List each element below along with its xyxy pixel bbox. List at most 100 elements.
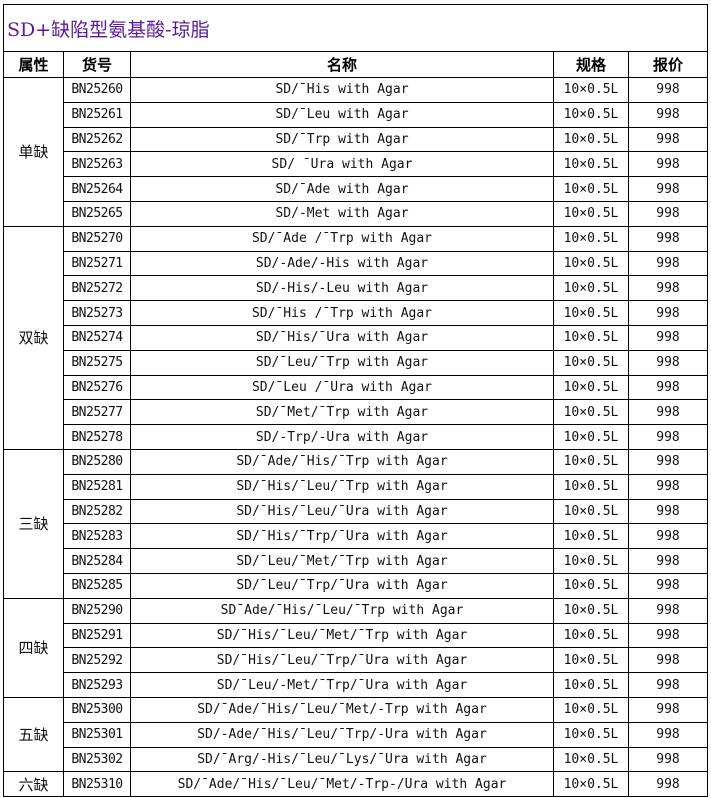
table-row: 四缺 BN25290 SDˉAde/ˉHis/ˉLeu/ˉTrp with Agar… <box>3 597 709 698</box>
price-cell: 998 <box>627 176 709 202</box>
name-cell: SD/ˉHis/ˉLeu/ˉTrp/ˉUra with Agar <box>130 647 554 674</box>
price-cell: 998 <box>627 101 709 128</box>
code-cell: BN25270 <box>63 225 131 252</box>
code-cell: BN25291 <box>63 622 131 649</box>
table-row: BN25282 SD/ˉHis/ˉLeu/ˉUra with Agar 10×0.5… <box>4 498 709 525</box>
header-price: 报价 <box>627 51 709 78</box>
price-cell: 998 <box>627 647 709 674</box>
spec-cell: 10×0.5L <box>553 597 629 624</box>
spec-cell: 10×0.5L <box>553 647 629 674</box>
price-cell: 998 <box>627 597 709 624</box>
spec-cell: 10×0.5L <box>553 200 629 227</box>
table-row: BN25285 SD/ˉLeu/ˉTrp/ˉUra with Agar 10×0.5… <box>4 572 709 599</box>
table-row: BN25261 SD/ˉLeu with Agar 10×0.5L 998 <box>4 101 709 128</box>
table-row: BN25263 SD/ ˉUra with Agar 10×0.5L 998 <box>4 151 709 178</box>
name-cell: SD/ˉMet/ˉTrp with Agar <box>130 399 554 426</box>
spec-cell: 10×0.5L <box>553 696 629 723</box>
price-table-container: SD+缺陷型氨基酸-琼脂 属性 货号 名称 规格 报价 单缺 BN25260 SD/… <box>2 4 709 798</box>
code-cell: BN25273 <box>63 300 131 326</box>
code-cell: BN25264 <box>63 176 131 202</box>
table-body: 单缺 BN25260 SD/ˉHis with Agar 10×0.5L 998 BN25… <box>3 77 709 798</box>
code-cell: BN25284 <box>63 548 131 574</box>
name-cell: SD/ˉHis /ˉTrp with Agar <box>130 300 554 326</box>
code-cell: BN25262 <box>63 126 131 153</box>
header-name: 名称 <box>130 51 554 78</box>
spec-cell: 10×0.5L <box>553 151 629 178</box>
header-spec: 规格 <box>553 51 629 78</box>
name-cell: SD/-Trp/-Ura with Agar <box>130 424 554 450</box>
price-cell: 998 <box>627 349 709 376</box>
table-row: BN25302 SD/ˉArg/-His/ˉLeu/ˉLys/ˉUra with … <box>4 746 709 773</box>
code-cell: BN25271 <box>63 250 131 277</box>
spec-cell: 10×0.5L <box>553 721 629 748</box>
table-row: 单缺 BN25260 SD/ˉHis with Agar 10×0.5L 998 <box>3 77 709 227</box>
table-row: BN25265 SD/-Met with Agar 10×0.5L 998 <box>4 200 709 227</box>
table-row: 三缺 BN25280 SD/ˉAde/ˉHis/ˉTrp with Agar 10×0… <box>3 448 709 599</box>
table-row: BN25278 SD/-Trp/-Ura with Agar 10×0.5L 998 <box>4 424 709 450</box>
price-cell: 998 <box>627 498 709 525</box>
name-cell: SD/ˉAde /ˉTrp with Agar <box>130 225 554 252</box>
name-cell: SD/ˉAde/ˉHis/ˉLeu/ˉMet/-Trp-/Ura with Ag… <box>130 771 554 798</box>
spec-cell: 10×0.5L <box>553 622 629 649</box>
name-cell: SD/ˉAde/ˉHis/ˉLeu/ˉMet/-Trp with Agar <box>130 696 554 723</box>
table-row: 双缺 BN25270 SD/ˉAde /ˉTrp with Agar 10×0.5L 9… <box>3 225 709 450</box>
price-cell: 998 <box>627 622 709 649</box>
spec-cell: 10×0.5L <box>553 548 629 574</box>
price-table: SD+缺陷型氨基酸-琼脂 属性 货号 名称 规格 报价 单缺 BN25260 SD/… <box>2 4 709 798</box>
code-cell: BN25278 <box>63 424 131 450</box>
price-cell: 998 <box>627 324 709 351</box>
code-cell: BN25281 <box>63 473 131 500</box>
category-cell: 三缺 <box>3 448 64 599</box>
spec-cell: 10×0.5L <box>553 250 629 277</box>
code-cell: BN25310 <box>63 771 131 798</box>
table-title: SD+缺陷型氨基酸-琼脂 <box>2 4 709 52</box>
category-cell: 四缺 <box>3 597 64 698</box>
spec-cell: 10×0.5L <box>553 77 629 103</box>
name-cell: SD/ˉTrp with Agar <box>130 126 554 153</box>
code-cell: BN25276 <box>63 374 131 401</box>
table-row: 五缺 BN25300 SD/ˉAde/ˉHis/ˉLeu/ˉMet/-Trp wit… <box>3 696 709 773</box>
name-cell: SD/ˉHis/ˉTrp/ˉUra with Agar <box>130 523 554 550</box>
price-cell: 998 <box>627 523 709 550</box>
spec-cell: 10×0.5L <box>553 374 629 401</box>
code-cell: BN25277 <box>63 399 131 426</box>
spec-cell: 10×0.5L <box>553 349 629 376</box>
price-cell: 998 <box>627 126 709 153</box>
spec-cell: 10×0.5L <box>553 126 629 153</box>
code-cell: BN25260 <box>63 77 131 103</box>
spec-cell: 10×0.5L <box>553 176 629 202</box>
price-cell: 998 <box>627 77 709 103</box>
spec-cell: 10×0.5L <box>553 523 629 550</box>
price-cell: 998 <box>627 696 709 723</box>
price-cell: 998 <box>627 572 709 599</box>
name-cell: SD/ˉLeu/ˉMet/ˉTrp with Agar <box>130 548 554 574</box>
header-row: 属性 货号 名称 规格 报价 <box>3 51 709 78</box>
table-row: BN25291 SD/ˉHis/ˉLeu/ˉMet/ˉTrp with Agar 1… <box>4 622 709 649</box>
category-cell: 单缺 <box>3 77 64 227</box>
code-cell: BN25285 <box>63 572 131 599</box>
code-cell: BN25292 <box>63 647 131 674</box>
code-cell: BN25280 <box>63 448 131 475</box>
code-cell: BN25302 <box>63 746 131 773</box>
category-cell: 五缺 <box>3 696 64 773</box>
category-cell: 双缺 <box>3 225 64 450</box>
code-cell: BN25261 <box>63 101 131 128</box>
spec-cell: 10×0.5L <box>553 672 629 698</box>
name-cell: SD/ˉAde with Agar <box>130 176 554 202</box>
spec-cell: 10×0.5L <box>553 424 629 450</box>
spec-cell: 10×0.5L <box>553 300 629 326</box>
spec-cell: 10×0.5L <box>553 101 629 128</box>
name-cell: SD/-Ade/-His with Agar <box>130 250 554 277</box>
table-row: BN25275 SD/ˉLeu/ˉTrp with Agar 10×0.5L 998 <box>4 349 709 376</box>
spec-cell: 10×0.5L <box>553 225 629 252</box>
spec-cell: 10×0.5L <box>553 473 629 500</box>
name-cell: SD/ˉHis/ˉLeu/ˉTrp with Agar <box>130 473 554 500</box>
price-cell: 998 <box>627 672 709 698</box>
price-cell: 998 <box>627 275 709 302</box>
table-row: BN25271 SD/-Ade/-His with Agar 10×0.5L 998 <box>4 250 709 277</box>
name-cell: SD/-Ade/ˉHis/ˉLeu/ˉTrp/-Ura with Agar <box>130 721 554 748</box>
code-cell: BN25282 <box>63 498 131 525</box>
price-cell: 998 <box>627 721 709 748</box>
name-cell: SD/ˉAde/ˉHis/ˉTrp with Agar <box>130 448 554 475</box>
table-row: BN25292 SD/ˉHis/ˉLeu/ˉTrp/ˉUra with Agar 1… <box>4 647 709 674</box>
